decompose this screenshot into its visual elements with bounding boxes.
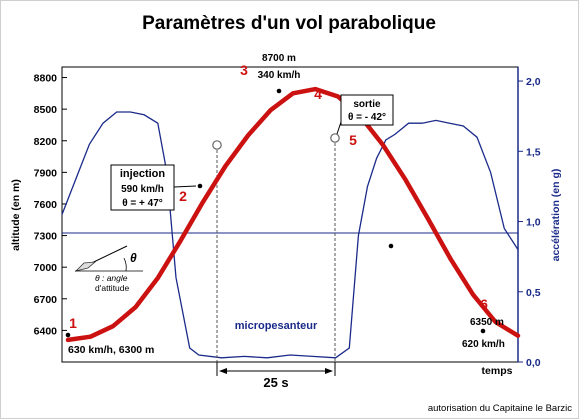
- left-tick-label: 7300: [34, 231, 58, 243]
- left-axis-ticks: 6400 6700 7000 7300 7600 7900 8200 8500 8800: [34, 73, 67, 337]
- right-axis-ticks: 0,0 0,5 1,0 1,5 2,0: [518, 76, 541, 369]
- injection-title: injection: [120, 168, 166, 180]
- series-altitude-line: [65, 86, 521, 343]
- chart-title: Paramètres d'un vol parabolique: [142, 13, 436, 34]
- micro-end-point: [330, 133, 340, 143]
- end-point: [480, 328, 486, 334]
- right-tick-label: 1,5: [526, 146, 541, 158]
- apex-altitude: 8700 m: [262, 53, 296, 64]
- left-tick-label: 7900: [34, 167, 58, 179]
- injection-box: [110, 164, 175, 211]
- left-tick-label: 8800: [34, 73, 58, 85]
- right-tick-label: 2,0: [526, 76, 541, 88]
- duration-arrow-right-head: [325, 368, 333, 374]
- phase-label-6: 6: [480, 296, 488, 312]
- right-tick-label: 1,0: [526, 217, 541, 229]
- micro-start-point: [212, 140, 222, 150]
- left-tick-label: 6700: [34, 294, 58, 306]
- angle-definition: θ : angle: [95, 273, 128, 283]
- phase-label-1: 1: [69, 315, 77, 331]
- end-speed: 620 km/h: [462, 339, 505, 350]
- left-tick-label: 7000: [34, 262, 58, 274]
- sortie-leader: [336, 121, 342, 135]
- sortie-title: sortie: [353, 99, 381, 110]
- injection-point: [197, 183, 203, 189]
- phase-label-4: 4: [314, 86, 322, 102]
- start-label: 630 km/h, 6300 m: [68, 344, 154, 356]
- phase-label-2: 2: [179, 188, 187, 204]
- right-tick-label: 0,5: [526, 287, 541, 299]
- duration-arrow-left-head: [219, 368, 227, 374]
- right-tick-label: 0,0: [526, 357, 541, 369]
- left-tick-label: 8200: [34, 136, 58, 148]
- plot-area: [61, 66, 519, 363]
- y2-axis-label: accélération (en g): [550, 169, 562, 262]
- micropesanteur-label: micropesanteur: [235, 320, 318, 332]
- series-acceleration-line: [61, 111, 519, 359]
- apex-point: [276, 88, 282, 94]
- descent-point: [388, 243, 394, 249]
- left-tick-label: 8500: [34, 104, 58, 116]
- credit-text: autorisation du Capitaine le Barzic: [428, 403, 572, 414]
- phase-label-3: 3: [240, 62, 248, 78]
- start-point: [65, 332, 71, 338]
- apex-speed: 340 km/h: [258, 70, 301, 81]
- x-axis-label: temps: [482, 365, 513, 377]
- injection-angle: θ = + 47°: [122, 198, 163, 209]
- attitude-angle-pictogram: [74, 245, 143, 272]
- injection-leader: [173, 185, 197, 188]
- angle-definition-2: d'attitude: [95, 283, 130, 293]
- sortie-angle: θ = - 42°: [348, 112, 386, 123]
- phase-label-5: 5: [349, 132, 357, 148]
- end-altitude: 6350 m: [470, 317, 504, 328]
- duration-label: 25 s: [263, 375, 288, 390]
- left-tick-label: 7600: [34, 199, 58, 211]
- sortie-box: [340, 94, 394, 126]
- angle-symbol: θ: [130, 251, 137, 265]
- injection-speed: 590 km/h: [121, 184, 164, 195]
- left-tick-label: 6400: [34, 325, 58, 337]
- y-axis-label: altitude (en m): [10, 179, 22, 251]
